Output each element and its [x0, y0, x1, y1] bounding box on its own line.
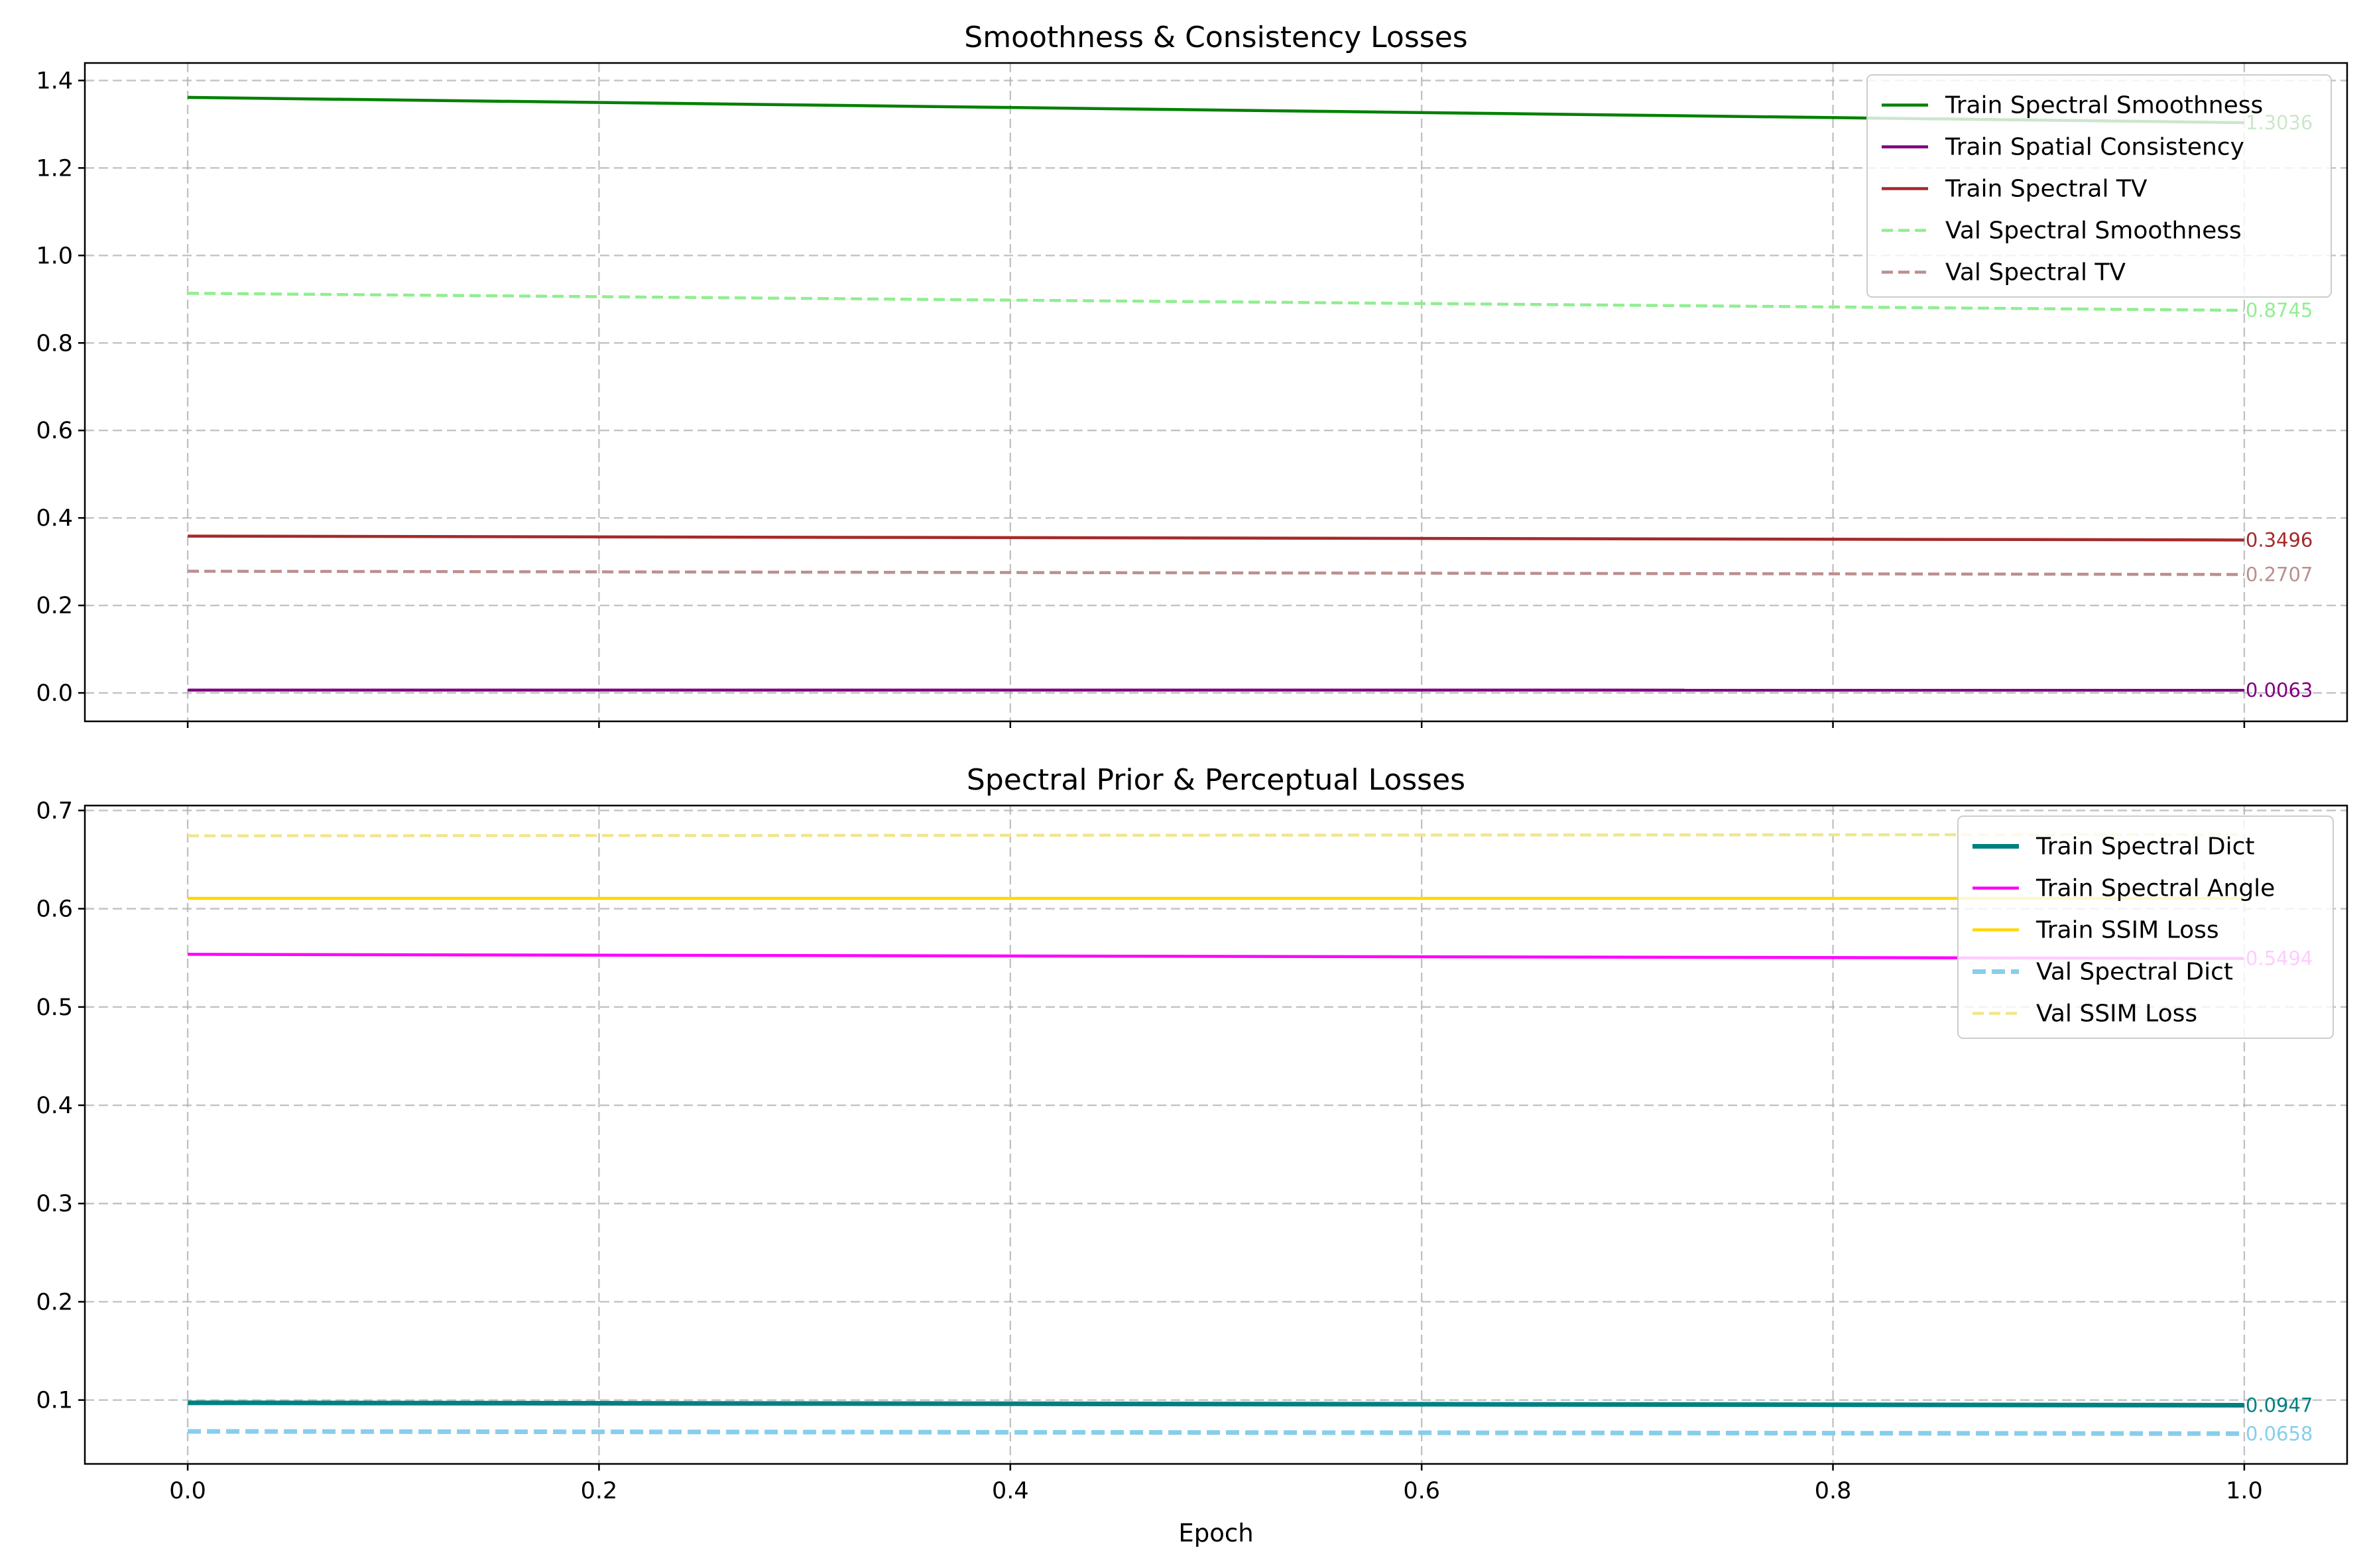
y-tick-label: 1.4: [36, 68, 73, 94]
legend-label: Val Spectral Dict: [2036, 959, 2233, 986]
x-tick-label: 0.4: [992, 1478, 1029, 1504]
end-value-label: 0.0063: [2246, 679, 2313, 701]
series-line: [188, 953, 2244, 960]
x-tick-label: 0.0: [169, 1478, 206, 1504]
series-line: [188, 1429, 2244, 1436]
y-tick-label: 0.2: [36, 593, 73, 619]
x-axis-label: Epoch: [1178, 1519, 1253, 1547]
y-tick-label: 0.1: [36, 1388, 73, 1414]
y-tick-label: 1.2: [36, 155, 73, 182]
end-value-label: 0.3496: [2246, 528, 2313, 551]
panel-title: Smoothness & Consistency Losses: [964, 21, 1467, 54]
end-value-label: 0.0658: [2246, 1422, 2313, 1445]
legend-label: Train Spectral TV: [1945, 176, 2148, 203]
spectral-perceptual-panel: Spectral Prior & Perceptual Losses Epoch…: [36, 763, 2348, 1547]
y-tick-label: 0.2: [36, 1289, 73, 1315]
series-line: [188, 534, 2244, 542]
y-tick-label: 1.0: [36, 243, 73, 269]
legend-label: Train Spectral Dict: [2035, 833, 2255, 861]
x-tick-label: 1.0: [2226, 1478, 2263, 1504]
y-tick-label: 0.8: [36, 330, 73, 357]
series-line: [188, 570, 2244, 576]
y-tick-label: 0.3: [36, 1191, 73, 1217]
end-value-label: 0.0947: [2246, 1394, 2313, 1417]
legend-label: Train Spectral Smoothness: [1945, 92, 2263, 119]
x-tick-label: 0.8: [1815, 1478, 1852, 1504]
series-line: [188, 833, 2244, 837]
y-tick-label: 0.5: [36, 995, 73, 1021]
y-tick-label: 0.6: [36, 896, 73, 923]
legend-box: [1957, 815, 2334, 1039]
legend-box: [1866, 74, 2332, 298]
y-tick-label: 0.4: [36, 1093, 73, 1119]
smoothness-consistency-panel: Smoothness & Consistency Losses 0.0 0.2 0.…: [36, 21, 2348, 728]
legend-label: Val SSIM Loss: [2036, 1000, 2197, 1028]
x-tick-label: 0.2: [581, 1478, 618, 1504]
legend-label: Train Spectral Angle: [2035, 875, 2275, 902]
axes-frame: [84, 804, 2348, 1465]
series-line: [188, 292, 2244, 312]
legend-label: Train Spatial Consistency: [1945, 134, 2244, 161]
y-tick-label: 0.6: [36, 418, 73, 444]
end-value-label: 0.2707: [2246, 564, 2313, 586]
legend-label: Train SSIM Loss: [2035, 917, 2219, 944]
series-line: [188, 1400, 2244, 1408]
legend-label: Val Spectral TV: [1945, 259, 2126, 286]
y-tick-label: 0.4: [36, 505, 73, 532]
end-value-label: 0.8745: [2246, 299, 2313, 322]
y-tick-label: 0.7: [36, 798, 73, 824]
legend-label: Val Spectral Smoothness: [1945, 217, 2242, 245]
panel-title: Spectral Prior & Perceptual Losses: [967, 763, 1465, 797]
x-tick-label: 0.6: [1403, 1478, 1440, 1504]
y-tick-label: 0.0: [36, 680, 73, 707]
axes-frame: [84, 62, 2348, 723]
